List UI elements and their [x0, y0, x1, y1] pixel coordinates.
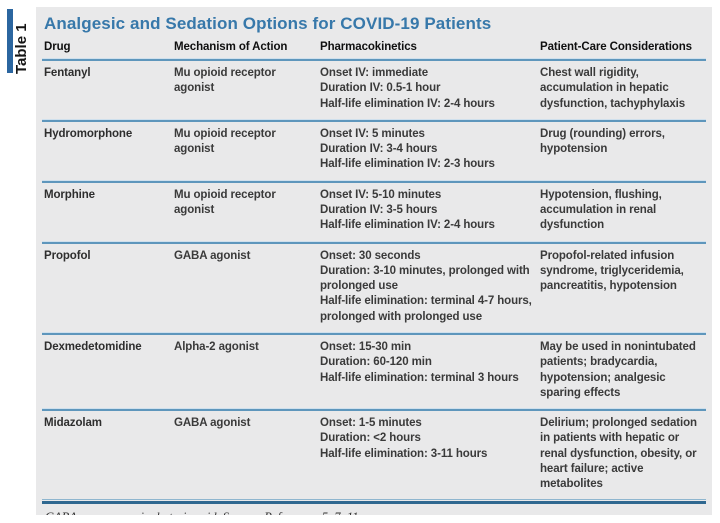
column-header-considerations: Patient-Care Considerations — [540, 41, 692, 53]
pharmacokinetics-line: Duration: 60-120 min — [320, 356, 432, 369]
table-label-bar — [7, 9, 13, 73]
mechanism-cell: GABA agonist — [174, 249, 251, 262]
pharmacokinetics-line: Onset: 15-30 min — [320, 340, 412, 353]
pharmacokinetics-cell: Onset: 15-30 min Duration: 60-120 min Half… — [320, 340, 534, 401]
mechanism-cell: GABA agonist — [174, 417, 251, 430]
pharmacokinetics-line: Onset: 30 seconds — [320, 249, 421, 262]
pharmacokinetics-line: Duration IV: 0.5-1 hour — [320, 82, 441, 95]
table-row: Dexmedetomidine Alpha-2 agonist Onset: 1… — [42, 335, 706, 408]
table-label: Table 1 — [13, 23, 30, 74]
table-row: Propofol GABA agonist Onset: 30 seconds D… — [42, 244, 706, 332]
considerations-cell: Drug (rounding) errors, hypotension — [540, 127, 665, 156]
mechanism-cell: Mu opioid receptor agonist — [174, 188, 276, 216]
column-header-drug: Drug — [44, 41, 71, 53]
drug-cell: Hydromorphone — [44, 127, 133, 140]
pharmacokinetics-line: Onset: 1-5 minutes — [320, 417, 422, 430]
considerations-cell: Chest wall rigidity, accumulation in hep… — [540, 67, 686, 110]
table-row: Fentanyl Mu opioid receptor agonist Onse… — [42, 61, 706, 119]
pharmacokinetics-cell: Onset IV: 5 minutes Duration IV: 3-4 hour… — [320, 127, 534, 173]
drug-cell: Fentanyl — [44, 67, 91, 79]
row-separator — [42, 179, 706, 183]
table-body: Fentanyl Mu opioid receptor agonist Onse… — [42, 61, 706, 499]
considerations-cell: Hypotension, flushing, accumulation in r… — [540, 188, 662, 232]
row-separator — [42, 240, 706, 244]
considerations-cell: Propofol-related infusion syndrome, trig… — [540, 249, 684, 293]
pharmacokinetics-line: Duration: <2 hours — [320, 432, 421, 445]
pharmacokinetics-line: Onset IV: immediate — [320, 67, 429, 79]
mechanism-cell: Mu opioid receptor agonist — [174, 127, 276, 156]
table-header-row: Drug Mechanism of Action Pharmacokinetic… — [42, 41, 706, 58]
table-panel: Analgesic and Sedation Options for COVID… — [36, 7, 712, 515]
mechanism-cell: Alpha-2 agonist — [174, 340, 259, 353]
pharmacokinetics-line: Duration IV: 3-4 hours — [320, 143, 438, 156]
footer-separator — [42, 499, 706, 505]
table-row: Midazolam GABA agonist Onset: 1-5 minute… — [42, 411, 706, 499]
pharmacokinetics-cell: Onset: 1-5 minutes Duration: <2 hours Half… — [320, 416, 534, 492]
table-footnote: GABA: gamma-aminobutyric acid. Source: R… — [42, 504, 706, 515]
table-row: Hydromorphone Mu opioid receptor agonist… — [42, 122, 706, 180]
pharmacokinetics-line: Half-life elimination: terminal 3 hours — [320, 371, 519, 384]
pharmacokinetics-line: Onset IV: 5-10 minutes — [320, 188, 442, 201]
pharmacokinetics-line: Half-life elimination: 3-11 hours — [320, 447, 488, 460]
pharmacokinetics-cell: Onset IV: 5-10 minutes Duration IV: 3-5 h… — [320, 188, 534, 234]
header-separator — [42, 58, 706, 61]
table-title: Analgesic and Sedation Options for COVID… — [44, 14, 492, 33]
considerations-cell: May be used in nonintubated patients; br… — [540, 340, 696, 399]
pharmacokinetics-cell: Onset: 30 seconds Duration: 3-10 minutes,… — [320, 249, 534, 325]
considerations-cell: Delirium; prolonged sedation in patients… — [540, 417, 697, 491]
drug-cell: Midazolam — [44, 417, 102, 430]
drug-cell: Propofol — [44, 249, 91, 262]
pharmacokinetics-line: Duration: 3-10 minutes, prolonged with p… — [320, 264, 530, 293]
pharmacokinetics-line: Duration IV: 3-5 hours — [320, 203, 438, 216]
table-row: Morphine Mu opioid receptor agonist Onse… — [42, 183, 706, 241]
pharmacokinetics-line: Half-life elimination IV: 2-4 hours — [320, 219, 495, 232]
pharmacokinetics-line: Half-life elimination: terminal 4-7 hour… — [320, 295, 532, 323]
row-separator — [42, 331, 706, 335]
mechanism-cell: Mu opioid receptor agonist — [174, 67, 276, 95]
drug-cell: Dexmedetomidine — [44, 340, 142, 353]
pharmacokinetics-cell: Onset IV: immediate Duration IV: 0.5-1 ho… — [320, 66, 534, 112]
column-header-pharmacokinetics: Pharmacokinetics — [320, 41, 417, 53]
pharmacokinetics-line: Half-life elimination IV: 2-4 hours — [320, 97, 495, 110]
row-separator — [42, 408, 706, 412]
pharmacokinetics-line: Half-life elimination IV: 2-3 hours — [320, 158, 495, 171]
pharmacokinetics-line: Onset IV: 5 minutes — [320, 127, 425, 140]
column-header-mechanism: Mechanism of Action — [174, 41, 288, 53]
drug-cell: Morphine — [44, 188, 95, 201]
row-separator — [42, 118, 706, 122]
